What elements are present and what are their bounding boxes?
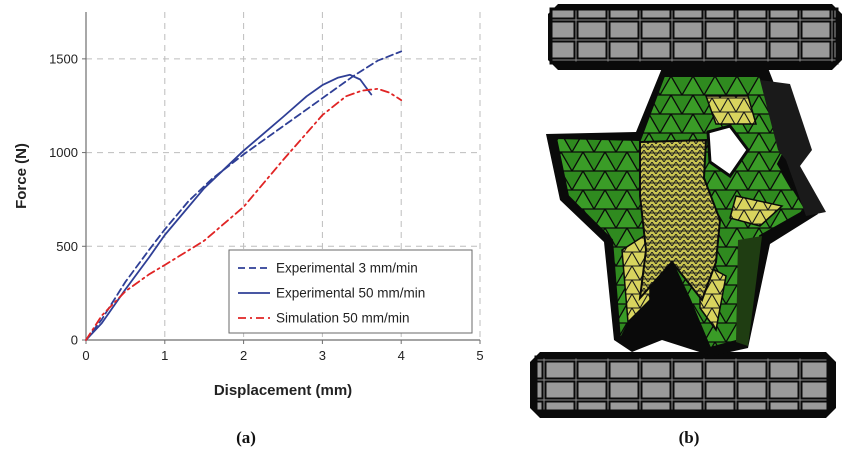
y-axis-title: Force (N)	[13, 143, 30, 209]
series-line-2	[85, 87, 403, 341]
y-tick-label-2: 1000	[49, 145, 78, 160]
x-tick-label-3: 3	[319, 348, 326, 363]
x-tick-label-2: 2	[240, 348, 247, 363]
x-tick-label-1: 1	[161, 348, 168, 363]
star-lattice	[546, 68, 826, 356]
legend: Experimental 3 mm/min Experimental 50 mm/…	[228, 249, 473, 334]
mesh-illustration: (b)	[530, 4, 842, 447]
y-tick-labels: 0 500 1000 1500	[49, 51, 78, 347]
series-lines	[85, 50, 403, 341]
x-tick-label-4: 4	[398, 348, 405, 363]
chart-panel-a: 0 1 2 3 4 5 0 500 1000 1500 Displacement (mm) Fo…	[13, 12, 484, 447]
caption-a: (a)	[236, 428, 256, 447]
legend-label-1: Experimental 50 mm/min	[276, 286, 425, 301]
x-tick-label-0: 0	[82, 348, 89, 363]
x-tick-labels: 0 1 2 3 4 5	[82, 348, 483, 363]
y-tick-label-0: 0	[71, 333, 78, 348]
x-tick-label-5: 5	[476, 348, 483, 363]
x-axis-title: Displacement (mm)	[214, 382, 352, 399]
legend-label-2: Simulation 50 mm/min	[276, 311, 410, 326]
y-tick-label-3: 1500	[49, 51, 78, 66]
legend-label-0: Experimental 3 mm/min	[276, 261, 418, 276]
series-line-1	[85, 73, 373, 341]
y-tick-label-1: 500	[56, 239, 78, 254]
legend-box	[228, 249, 473, 334]
caption-b: (b)	[679, 428, 700, 447]
top-plate	[548, 4, 842, 70]
bottom-plate	[530, 352, 836, 418]
